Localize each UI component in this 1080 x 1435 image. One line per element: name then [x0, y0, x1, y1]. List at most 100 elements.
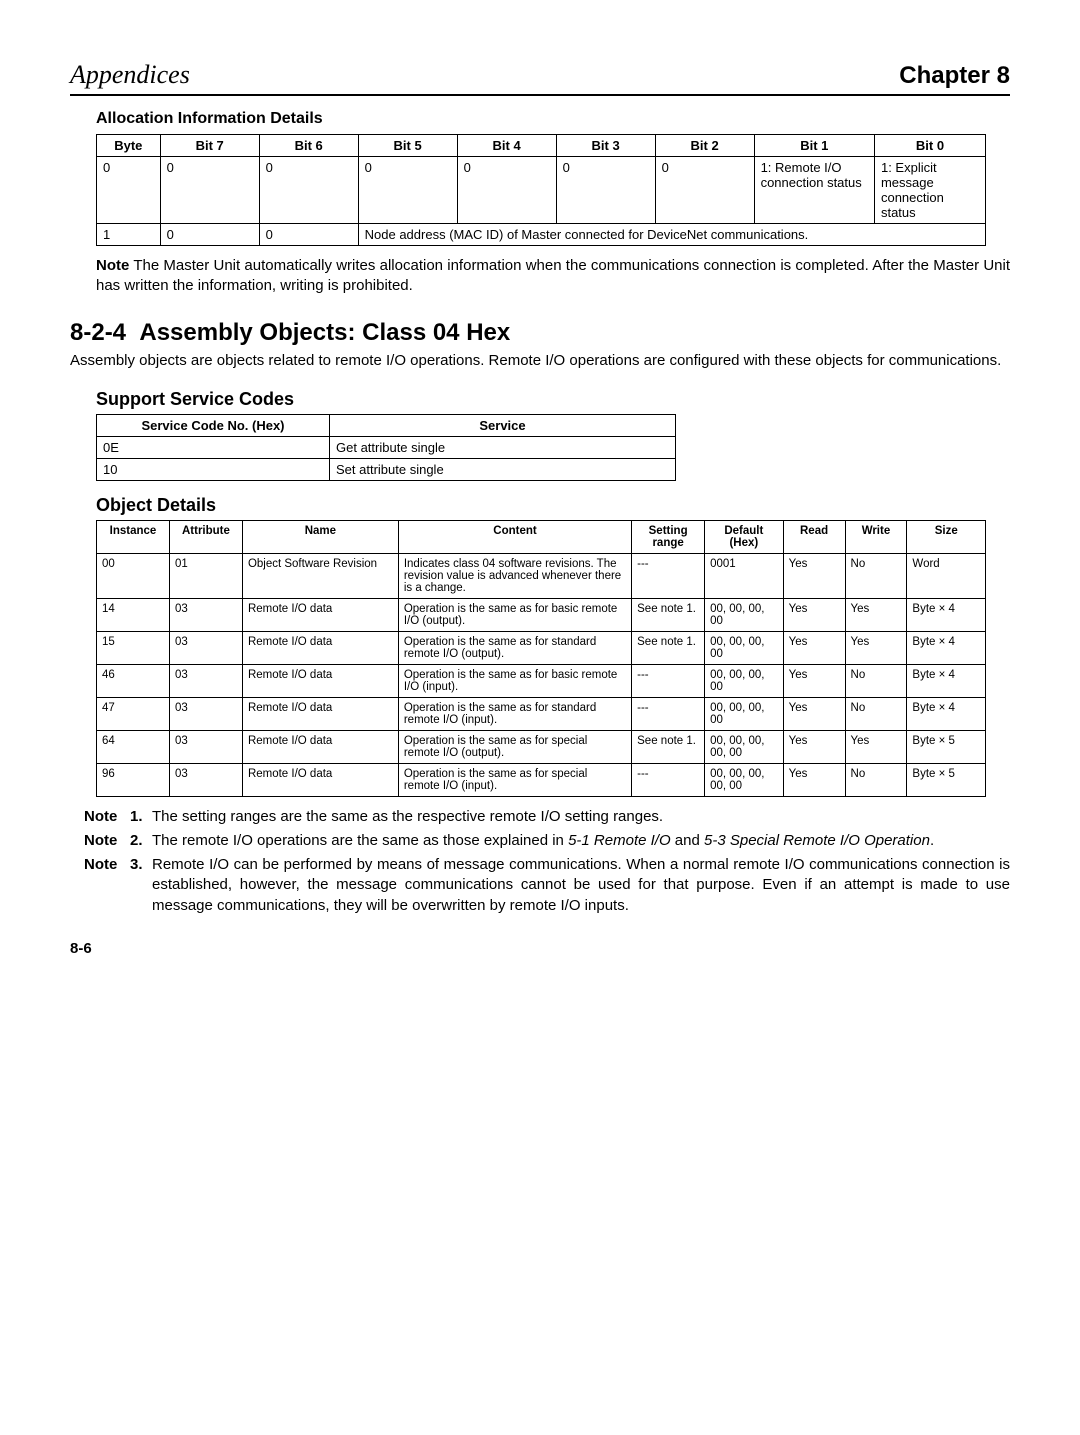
note-text: The remote I/O operations are the same a… — [152, 831, 1010, 851]
cell-span: Node address (MAC ID) of Master connecte… — [358, 224, 985, 246]
cell: Remote I/O data — [242, 730, 398, 763]
notes-list: Note 1. The setting ranges are the same … — [84, 807, 1010, 916]
section-name: Assembly Objects: Class 04 Hex — [139, 319, 510, 346]
table-row: 9603Remote I/O dataOperation is the same… — [97, 763, 986, 796]
cell: Word — [907, 553, 986, 598]
cell: Yes — [783, 697, 845, 730]
col-service: Service — [330, 414, 676, 436]
table-header-row: Byte Bit 7 Bit 6 Bit 5 Bit 4 Bit 3 Bit 2… — [97, 135, 986, 157]
col-bit0: Bit 0 — [874, 135, 985, 157]
col-bit5: Bit 5 — [358, 135, 457, 157]
alloc-title: Allocation Information Details — [96, 110, 1010, 128]
table-row: 10 Set attribute single — [97, 458, 676, 480]
cell: Remote I/O data — [242, 631, 398, 664]
object-heading: Object Details — [96, 495, 1010, 516]
cell: Operation is the same as for basic remot… — [398, 664, 631, 697]
cell: No — [845, 553, 907, 598]
header-right: Chapter 8 — [899, 62, 1010, 90]
section-title: 8-2-4 Assembly Objects: Class 04 Hex — [70, 319, 1010, 347]
cell: Operation is the same as for basic remot… — [398, 598, 631, 631]
cell: Operation is the same as for standard re… — [398, 631, 631, 664]
service-heading: Support Service Codes — [96, 389, 1010, 410]
cell: Operation is the same as for special rem… — [398, 763, 631, 796]
col-range: Setting range — [632, 520, 705, 553]
col-bit2: Bit 2 — [655, 135, 754, 157]
cell: 00, 00, 00, 00 — [705, 664, 784, 697]
table-header-row: Instance Attribute Name Content Setting … — [97, 520, 986, 553]
col-bit7: Bit 7 — [160, 135, 259, 157]
header-left: Appendices — [70, 60, 190, 90]
col-bit6: Bit 6 — [259, 135, 358, 157]
table-row: 4603Remote I/O dataOperation is the same… — [97, 664, 986, 697]
service-table: Service Code No. (Hex) Service 0E Get at… — [96, 414, 676, 481]
col-bit3: Bit 3 — [556, 135, 655, 157]
cell: Byte × 5 — [907, 730, 986, 763]
cell: Byte × 4 — [907, 697, 986, 730]
cell: Remote I/O data — [242, 664, 398, 697]
cell: 14 — [97, 598, 170, 631]
cell: 01 — [169, 553, 242, 598]
cell: 0 — [655, 157, 754, 224]
note-label: Note — [84, 807, 130, 827]
cell: --- — [632, 553, 705, 598]
cell: 03 — [169, 598, 242, 631]
cell: 03 — [169, 730, 242, 763]
cell: 00 — [97, 553, 170, 598]
section-num: 8-2-4 — [70, 319, 126, 346]
col-instance: Instance — [97, 520, 170, 553]
cell: --- — [632, 763, 705, 796]
cell: 1 — [97, 224, 161, 246]
table-row: 1503Remote I/O dataOperation is the same… — [97, 631, 986, 664]
cell: 00, 00, 00, 00, 00 — [705, 730, 784, 763]
note-text: The setting ranges are the same as the r… — [152, 807, 1010, 827]
cell: Byte × 4 — [907, 631, 986, 664]
cell: 00, 00, 00, 00, 00 — [705, 763, 784, 796]
cell: 00, 00, 00, 00 — [705, 697, 784, 730]
cell: 15 — [97, 631, 170, 664]
note-num: 2. — [130, 831, 152, 851]
cell: 46 — [97, 664, 170, 697]
table-row: 1 0 0 Node address (MAC ID) of Master co… — [97, 224, 986, 246]
col-name: Name — [242, 520, 398, 553]
note-label: Note — [84, 855, 130, 916]
table-row: 0E Get attribute single — [97, 436, 676, 458]
cell: 47 — [97, 697, 170, 730]
table-row: 0 0 0 0 0 0 0 1: Remote I/O connection s… — [97, 157, 986, 224]
col-service-code: Service Code No. (Hex) — [97, 414, 330, 436]
cell: Byte × 5 — [907, 763, 986, 796]
cell: 0001 — [705, 553, 784, 598]
cell: Object Software Revision — [242, 553, 398, 598]
note-num: 1. — [130, 807, 152, 827]
alloc-note: Note The Master Unit automatically write… — [96, 256, 1010, 295]
cell: 64 — [97, 730, 170, 763]
cell: 0 — [160, 224, 259, 246]
page-number: 8-6 — [70, 940, 1010, 957]
cell: Yes — [783, 664, 845, 697]
note-label: Note — [84, 831, 130, 851]
col-default: Default (Hex) — [705, 520, 784, 553]
cell: 00, 00, 00, 00 — [705, 631, 784, 664]
cell: Get attribute single — [330, 436, 676, 458]
cell: 10 — [97, 458, 330, 480]
cell: 0 — [160, 157, 259, 224]
note-item: Note 1. The setting ranges are the same … — [84, 807, 1010, 827]
cell: Operation is the same as for special rem… — [398, 730, 631, 763]
cell: 03 — [169, 664, 242, 697]
note-text: Remote I/O can be performed by means of … — [152, 855, 1010, 916]
cell: No — [845, 697, 907, 730]
cell: 0E — [97, 436, 330, 458]
section-body: Assembly objects are objects related to … — [70, 351, 1010, 371]
cell: Byte × 4 — [907, 598, 986, 631]
cell: 03 — [169, 763, 242, 796]
cell: 03 — [169, 631, 242, 664]
cell: Yes — [783, 553, 845, 598]
allocation-table: Byte Bit 7 Bit 6 Bit 5 Bit 4 Bit 3 Bit 2… — [96, 134, 986, 246]
note-item: Note 2. The remote I/O operations are th… — [84, 831, 1010, 851]
page-header: Appendices Chapter 8 — [70, 60, 1010, 96]
cell: Remote I/O data — [242, 763, 398, 796]
cell: Yes — [783, 763, 845, 796]
cell: Remote I/O data — [242, 598, 398, 631]
cell: Yes — [783, 730, 845, 763]
col-bit4: Bit 4 — [457, 135, 556, 157]
table-header-row: Service Code No. (Hex) Service — [97, 414, 676, 436]
